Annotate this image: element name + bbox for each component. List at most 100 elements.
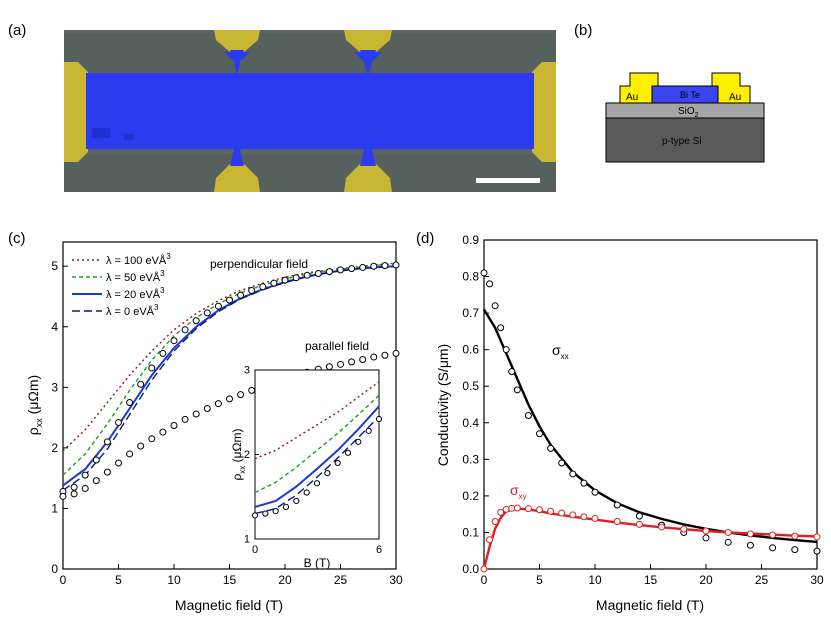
y-axis-label: ρxx (μΩm) — [25, 375, 44, 435]
data-point — [813, 547, 821, 555]
data-point — [170, 421, 178, 429]
au-left-contact — [619, 72, 659, 104]
data-point — [480, 565, 488, 573]
data-point — [81, 471, 89, 479]
data-point — [635, 520, 643, 528]
scale-bar — [476, 178, 540, 183]
x-tick-label: 25 — [755, 573, 769, 587]
data-point — [658, 523, 666, 531]
data-point — [214, 302, 222, 310]
x-tick-label: 6 — [376, 544, 382, 556]
y-tick-label: 0.8 — [462, 270, 479, 284]
data-point — [502, 346, 510, 354]
data-point — [524, 505, 532, 513]
data-point — [272, 508, 279, 515]
data-point — [813, 533, 821, 541]
series-line — [254, 394, 380, 494]
data-point — [270, 279, 278, 287]
data-point — [724, 528, 732, 536]
data-point — [148, 435, 156, 443]
data-point — [359, 355, 367, 363]
data-point — [724, 538, 732, 546]
bi2te3-channel — [86, 50, 534, 166]
data-point — [497, 508, 505, 516]
series-line — [254, 416, 380, 515]
data-point — [325, 363, 333, 371]
data-point — [680, 525, 688, 533]
data-point — [115, 418, 122, 426]
data-point — [702, 534, 710, 542]
data-point — [237, 391, 245, 399]
data-point — [580, 479, 588, 487]
y-tick-label: 1 — [51, 501, 58, 515]
data-point — [791, 546, 799, 554]
x-tick-label: 30 — [810, 573, 824, 587]
data-point — [214, 400, 222, 408]
data-point — [159, 349, 167, 357]
au-right-label: Au — [729, 92, 741, 103]
inset-x-label: B (T) — [304, 556, 331, 570]
data-point — [148, 364, 156, 372]
data-point — [370, 262, 378, 270]
x-tick-label: 10 — [588, 573, 602, 587]
data-point — [344, 449, 352, 456]
data-point — [480, 269, 488, 277]
data-point — [558, 509, 566, 517]
data-point — [226, 395, 233, 403]
x-tick-label: 5 — [536, 573, 543, 587]
data-point — [486, 280, 494, 288]
data-point — [569, 511, 577, 519]
data-point — [769, 531, 777, 539]
data-point — [791, 532, 799, 540]
data-point — [613, 501, 621, 509]
x-tick-label: 15 — [644, 573, 658, 587]
x-tick-label: 20 — [699, 573, 713, 587]
x-tick-label: 0 — [252, 544, 258, 556]
legend-label: λ = 100 eVÅ3 — [106, 252, 171, 267]
data-point — [502, 505, 510, 513]
data-point — [203, 309, 211, 317]
data-point — [324, 469, 331, 477]
data-point — [365, 427, 372, 434]
data-point — [580, 513, 588, 521]
series-line — [254, 405, 380, 508]
data-point — [203, 405, 211, 413]
data-point — [181, 415, 189, 423]
data-point — [251, 512, 259, 519]
data-point — [237, 291, 245, 299]
data-point — [569, 470, 577, 478]
x-axis-label: Magnetic field (T) — [175, 597, 283, 613]
y-axis-label: Conductivity (S/μm) — [435, 344, 451, 466]
data-point — [392, 349, 400, 357]
data-point — [103, 438, 111, 446]
series-line — [482, 308, 818, 544]
sem-image — [64, 30, 556, 192]
y-tick-label: 3 — [244, 365, 250, 377]
data-point — [103, 468, 111, 476]
data-point — [303, 271, 311, 279]
data-point — [325, 268, 333, 276]
y-tick-label: 0.7 — [462, 306, 479, 320]
data-point — [137, 380, 145, 388]
x-tick-label: 30 — [389, 573, 403, 587]
data-point — [81, 484, 89, 492]
data-point — [126, 398, 134, 406]
inset-y-label: ρxx (μΩm) — [230, 428, 247, 480]
data-point — [259, 283, 267, 291]
legend-label: λ = 50 eVÅ3 — [106, 269, 165, 284]
data-point — [248, 386, 256, 394]
plot-frame — [483, 239, 818, 570]
au-left-label: Au — [626, 92, 638, 103]
data-point — [392, 261, 400, 269]
y-tick-label: 0.9 — [462, 233, 479, 247]
data-point — [547, 507, 555, 515]
x-tick-label: 0 — [60, 573, 67, 587]
y-tick-label: 0.4 — [462, 416, 479, 430]
data-point — [281, 276, 289, 284]
data-point — [248, 286, 256, 294]
au-right-contact — [711, 72, 751, 104]
data-point — [635, 512, 643, 520]
y-tick-label: 5 — [51, 259, 58, 273]
